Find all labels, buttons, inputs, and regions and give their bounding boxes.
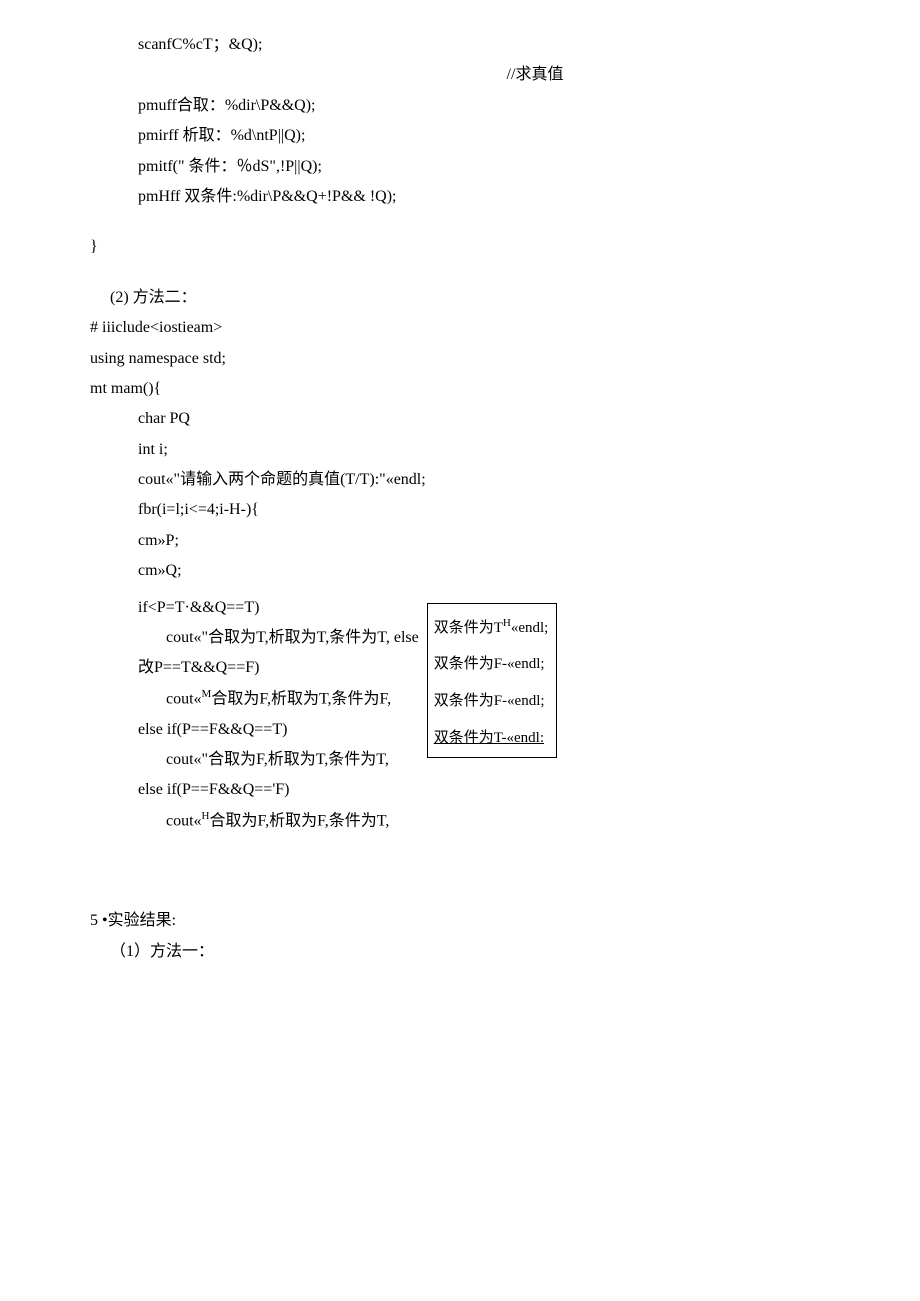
section-5-heading: 5 •实验结果: <box>90 906 830 936</box>
conditional-block: if<P=T·&&Q==T) cout«"合取为T,析取为T,条件为T, els… <box>138 593 419 837</box>
code-line: # iiiclude<iostieam> <box>90 313 830 343</box>
code-line: cout«H合取为F,析取为F,条件为T, <box>138 806 419 837</box>
code-line: cm»Q; <box>138 556 830 586</box>
code-line: char PQ <box>138 404 830 434</box>
code-line: mt mam(){ <box>90 374 830 404</box>
code-line: fbr(i=l;i<=4;i-H-){ <box>138 495 830 525</box>
code-line: cout«"合取为T,析取为T,条件为T, else <box>138 623 419 653</box>
code-line: else if(P==F&&Q==T) <box>138 715 419 745</box>
code-line: cout«"合取为F,析取为T,条件为T, <box>138 745 419 775</box>
output-line: 双条件为TH«endl; <box>434 610 549 647</box>
output-line: 双条件为F-«endl; <box>434 683 549 720</box>
output-line: 双条件为F-«endl; <box>434 646 549 683</box>
code-line: cout«"请输入两个命题的真值(T/T):"«endl; <box>138 465 830 495</box>
code-line: scanfC%cT；&Q); <box>138 30 830 60</box>
method1-heading: （1）方法一： <box>110 937 830 967</box>
code-line: int i; <box>138 435 830 465</box>
comment-line: //求真值 <box>240 60 830 90</box>
code-line: using namespace std; <box>90 344 830 374</box>
code-line: pmirff 析取：%d\ntP||Q); <box>138 121 830 151</box>
code-line: cout«M合取为F,析取为T,条件为F, <box>138 684 419 715</box>
closing-brace: } <box>90 232 830 262</box>
method2-heading: (2) 方法二： <box>110 283 830 313</box>
code-line: pmHff 双条件:%dir\P&&Q+!P&& !Q); <box>138 182 830 212</box>
code-line: if<P=T·&&Q==T) <box>138 593 419 623</box>
output-line: 双条件为T-«endl: <box>434 720 549 757</box>
code-line: pmuff合取：%dir\P&&Q); <box>138 91 830 121</box>
code-line: cm»P; <box>138 526 830 556</box>
code-line: 改P==T&&Q==F) <box>138 653 419 683</box>
code-line: pmitf(" 条件：％dS",!P||Q); <box>138 152 830 182</box>
code-line: else if(P==F&&Q=='F) <box>138 775 419 805</box>
output-box: 双条件为TH«endl; 双条件为F-«endl; 双条件为F-«endl; 双… <box>427 603 558 758</box>
